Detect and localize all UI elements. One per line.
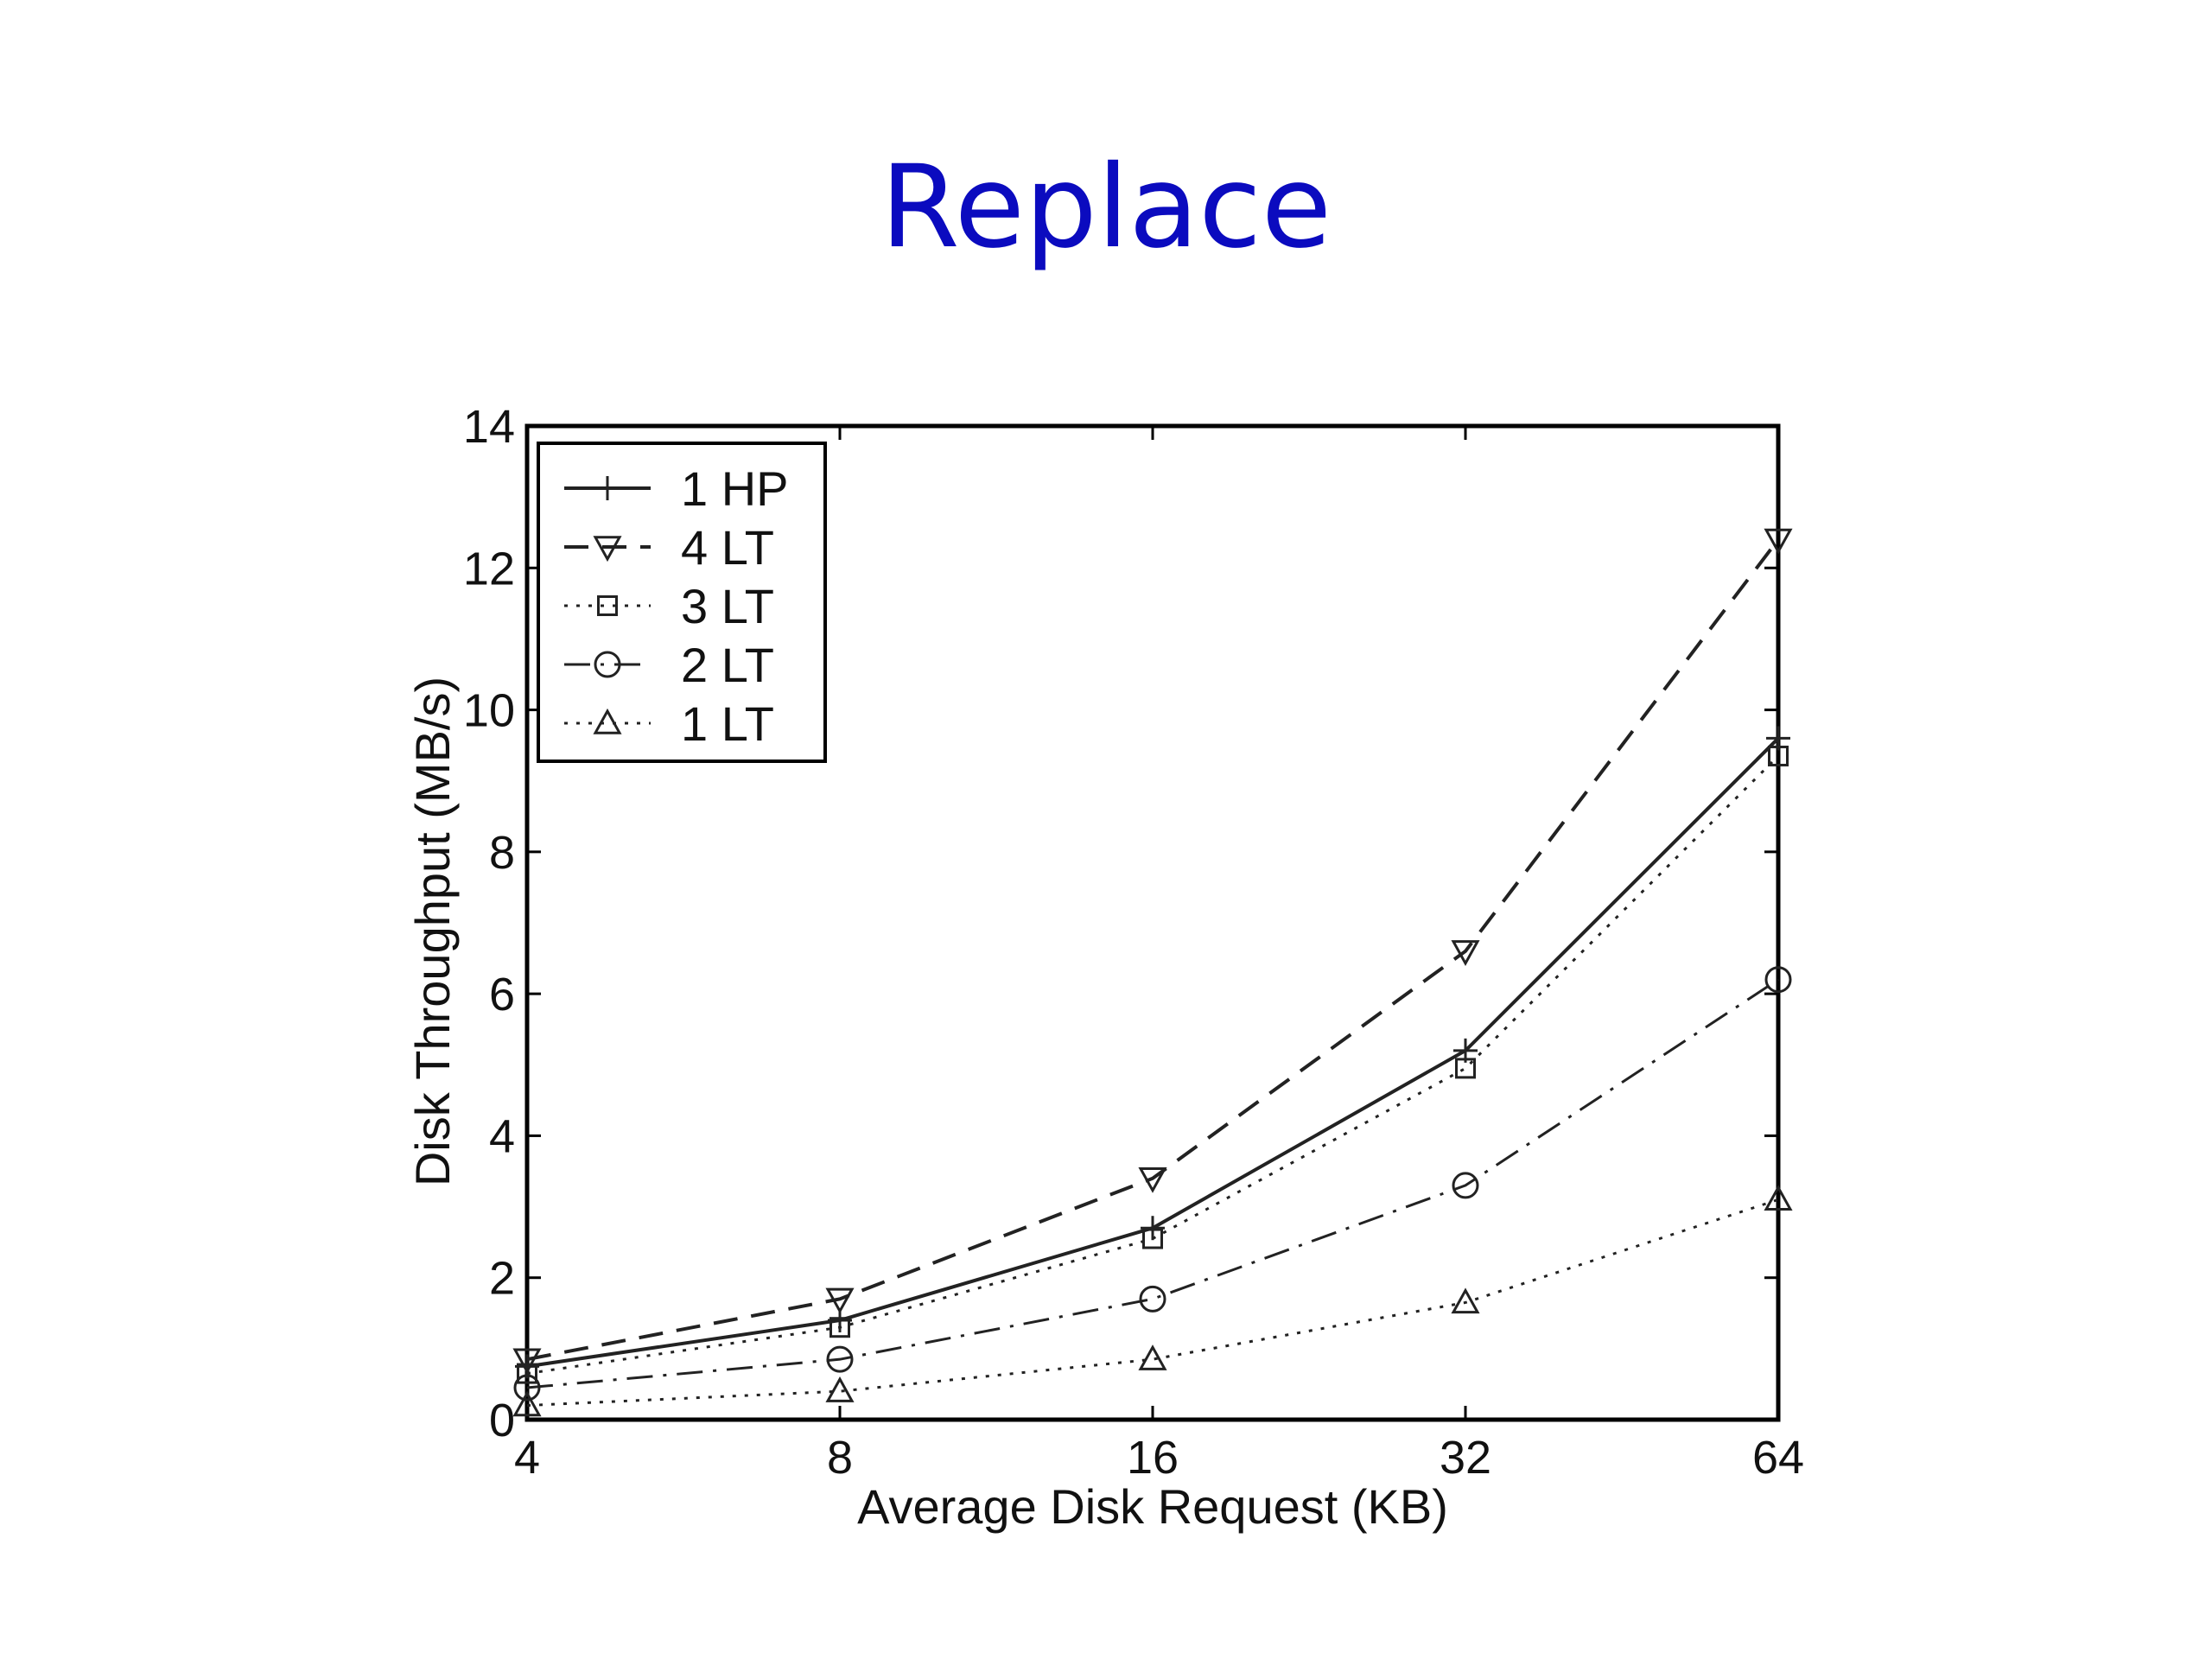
y-tick-label: 6 (489, 969, 515, 1020)
legend-marker-3-lt (597, 595, 618, 616)
y-tick-label: 2 (489, 1253, 515, 1305)
slide-title: Replace (880, 141, 1332, 274)
y-tick-label: 4 (489, 1110, 515, 1162)
legend-label-3-lt: 3 LT (681, 579, 774, 633)
data-point-3-lt (1455, 1058, 1476, 1079)
x-axis-ticks: 4 8 16 32 64 (514, 426, 1804, 1484)
data-point-1-lt (1451, 1287, 1480, 1314)
legend-box (537, 442, 827, 763)
x-tick-label: 8 (827, 1432, 853, 1484)
data-point-2-lt (826, 1345, 854, 1373)
series-markers (512, 528, 1793, 1417)
y-tick-label: 10 (463, 685, 515, 737)
series-line-2-lt (526, 978, 1779, 1389)
data-point-4-lt (1764, 528, 1793, 555)
data-point-1-lt (1138, 1344, 1167, 1370)
x-tick-label: 16 (1127, 1432, 1179, 1484)
y-axis-label: Disk Throughput (MB/s) (405, 677, 460, 1186)
y-axis-ticks: 0 2 4 6 8 10 12 14 (463, 401, 1778, 1446)
data-point-2-lt (513, 1374, 541, 1402)
data-point-1-hp (1141, 1216, 1165, 1241)
data-point-3-lt (517, 1363, 537, 1384)
data-point-3-lt (830, 1317, 850, 1338)
series-line-4-lt (526, 538, 1780, 1362)
legend-marker-1-lt (593, 708, 622, 734)
data-point-4-lt (512, 1348, 542, 1375)
series-line-1-lt (526, 1198, 1779, 1408)
y-tick-label: 8 (489, 827, 515, 879)
data-point-1-lt (1764, 1185, 1793, 1211)
legend-marker-2-lt (594, 651, 621, 678)
legend-marker-1-hp (595, 476, 620, 500)
data-point-2-lt (1139, 1285, 1166, 1313)
y-tick-label: 14 (463, 401, 515, 453)
data-point-3-lt (1768, 745, 1789, 766)
x-tick-label: 4 (514, 1432, 540, 1484)
legend-label-1-hp: 1 HP (681, 461, 789, 516)
legend-label-2-lt: 2 LT (681, 638, 774, 692)
legend-label-4-lt: 4 LT (681, 520, 774, 575)
data-point-3-lt (1142, 1228, 1163, 1249)
data-point-2-lt (1452, 1172, 1479, 1199)
series-line-3-lt (526, 754, 1780, 1376)
legend-label-1-lt: 1 LT (681, 696, 774, 751)
x-tick-label: 32 (1440, 1432, 1491, 1484)
chart-legend: 1 HP4 LT3 LT2 LT1 LT (537, 442, 827, 763)
y-tick-label: 0 (489, 1395, 515, 1446)
data-point-2-lt (1764, 966, 1792, 994)
data-point-1-lt (512, 1390, 542, 1417)
data-point-4-lt (1138, 1167, 1167, 1193)
data-point-4-lt (1451, 940, 1480, 966)
series-line-1-hp (526, 737, 1780, 1369)
data-point-4-lt (825, 1287, 855, 1314)
data-point-1-lt (825, 1376, 855, 1402)
legend-marker-4-lt (593, 536, 622, 563)
x-tick-label: 64 (1752, 1432, 1804, 1484)
y-tick-label: 12 (463, 543, 515, 594)
x-axis-label: Average Disk Request (KB) (857, 1479, 1448, 1534)
